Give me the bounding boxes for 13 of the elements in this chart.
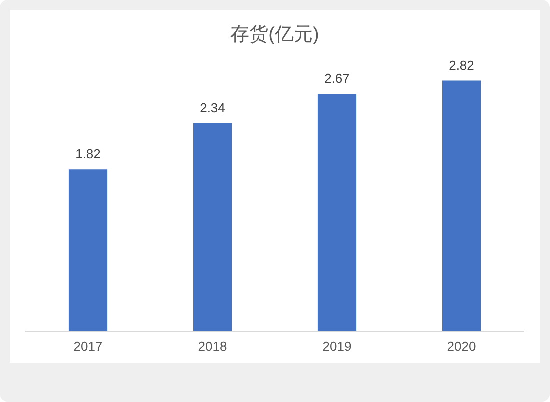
chart-title: 存货(亿元) <box>230 24 320 46</box>
data-label: 2.34 <box>200 100 226 116</box>
data-label: 2.82 <box>449 58 474 73</box>
x-tick-label: 2017 <box>74 338 103 354</box>
bar <box>442 80 482 332</box>
bar <box>193 123 232 332</box>
x-tick-label: 2020 <box>447 338 476 354</box>
bar <box>318 94 357 332</box>
bar <box>68 170 108 332</box>
x-tick-label: 2019 <box>322 338 352 354</box>
data-label: 2.67 <box>324 71 350 86</box>
data-label: 1.82 <box>76 146 101 162</box>
x-tick-label: 2018 <box>198 338 228 354</box>
